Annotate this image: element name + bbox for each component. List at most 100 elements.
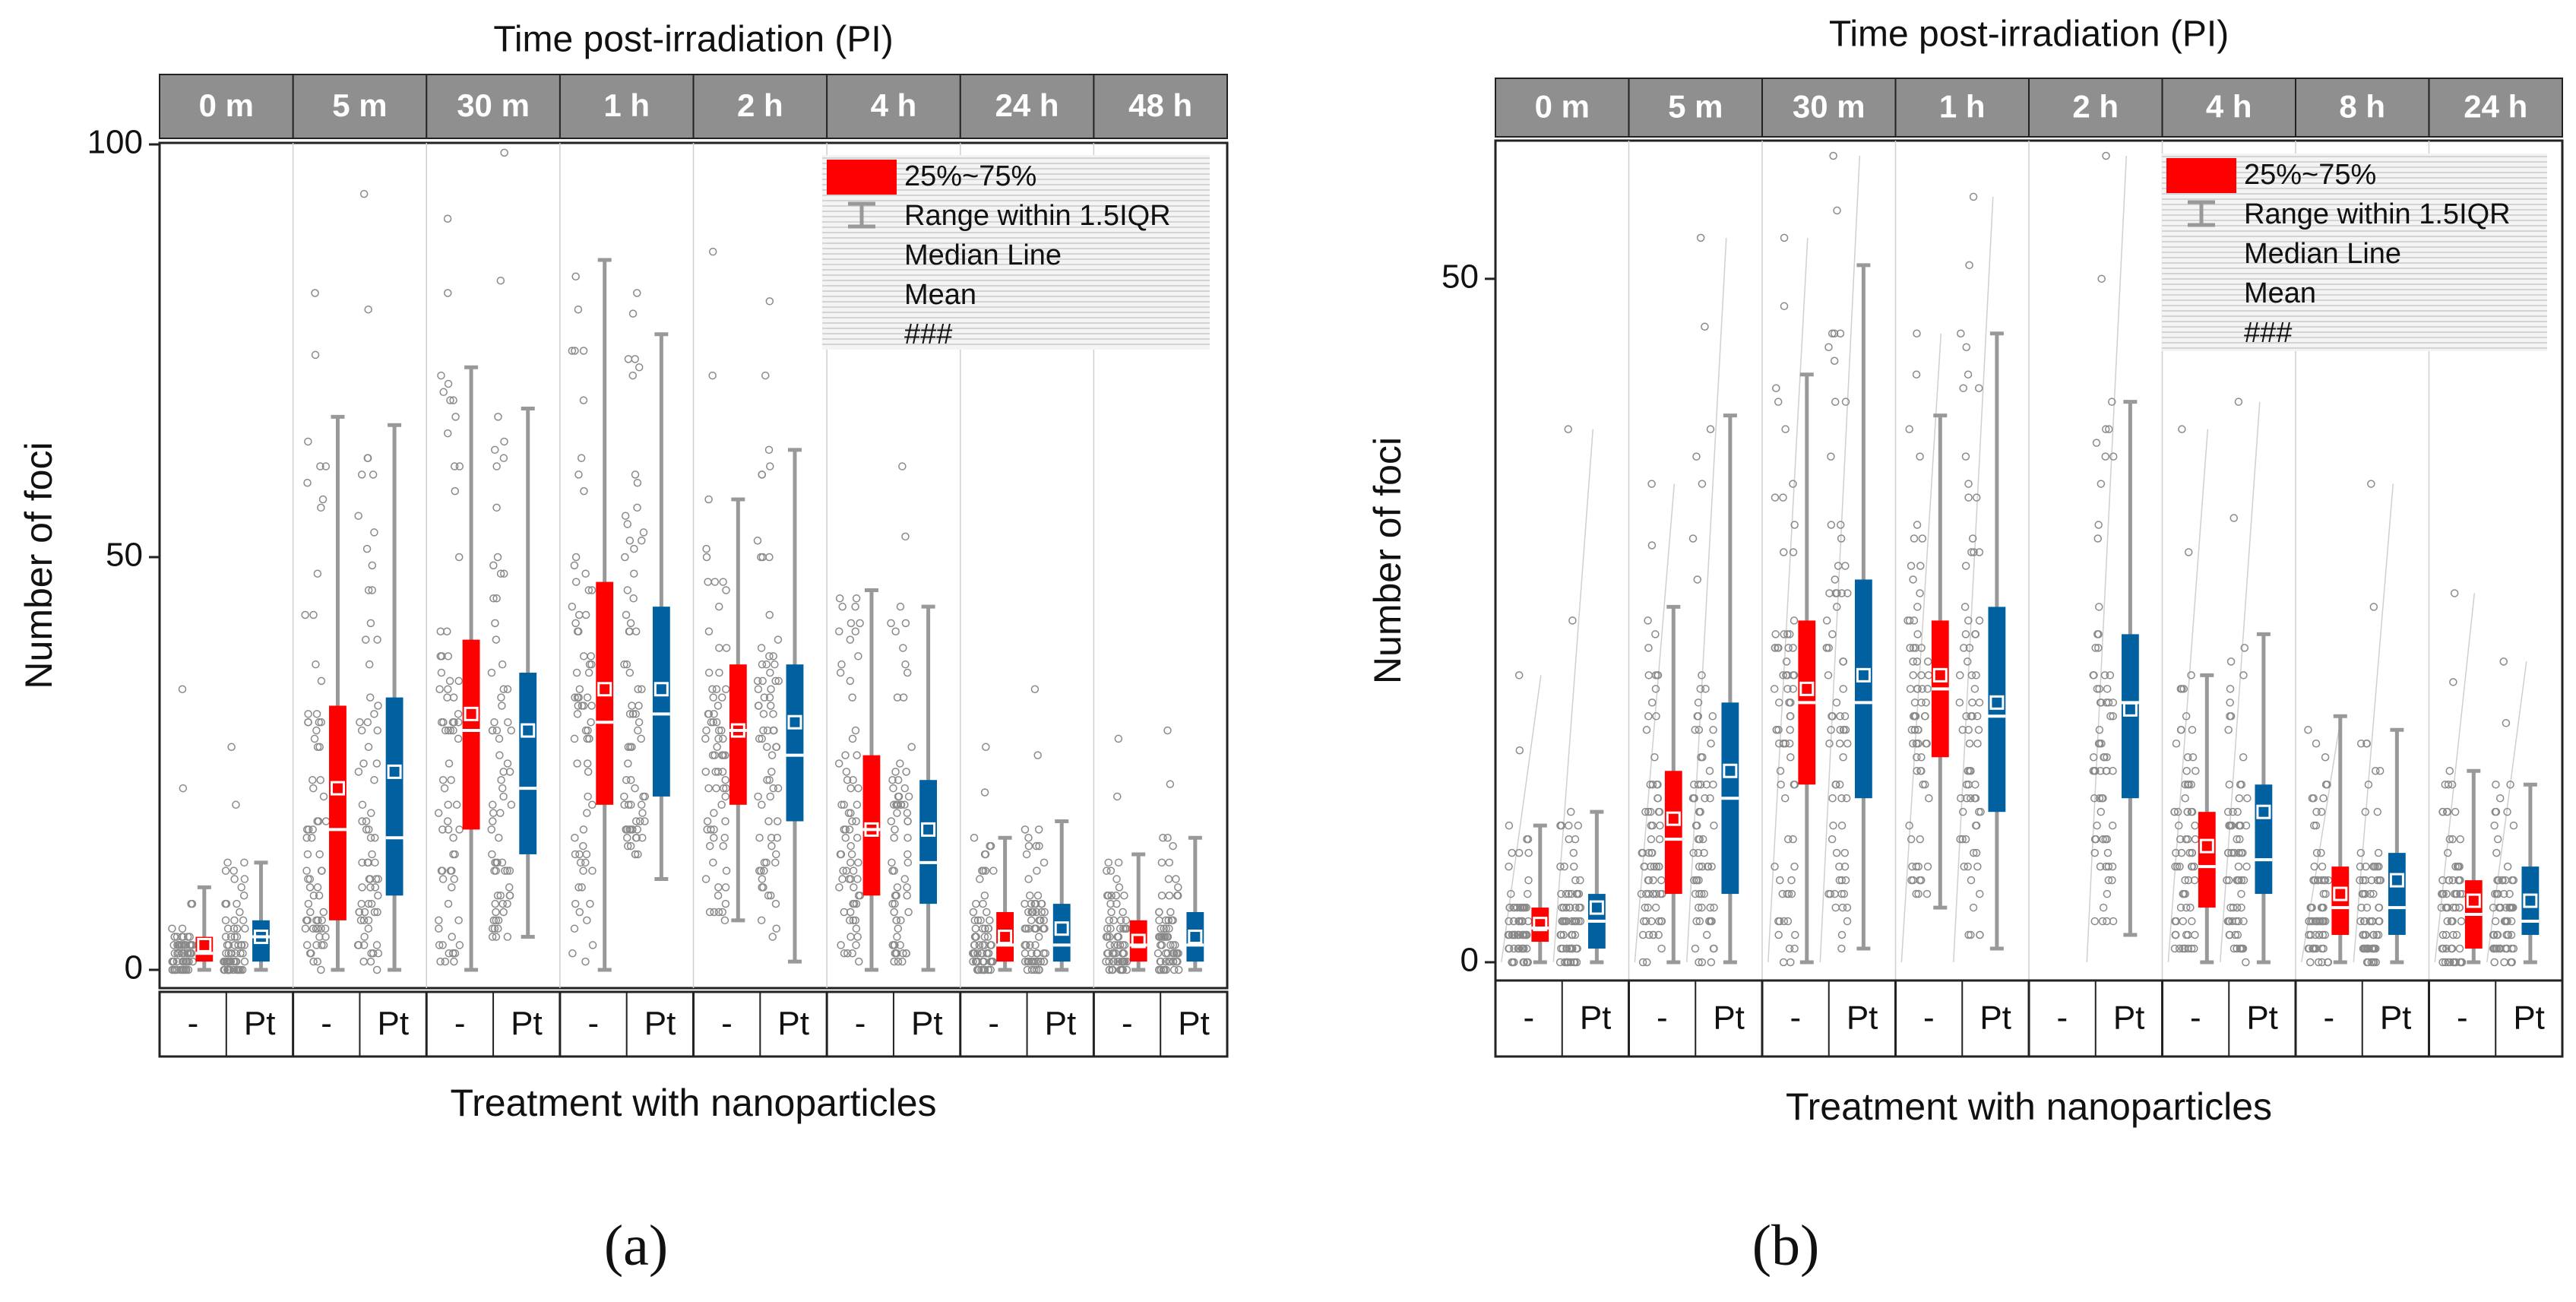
- foci-data-point: [1637, 889, 1646, 898]
- foci-data-point: [2492, 848, 2501, 857]
- foci-data-point: [579, 841, 587, 851]
- foci-data-point: [2182, 930, 2191, 939]
- foci-data-point: [840, 825, 848, 834]
- foci-data-point: [888, 899, 897, 908]
- foci-data-point: [223, 941, 232, 949]
- foci-data-point: [307, 949, 315, 958]
- foci-data-point: [1827, 726, 1835, 734]
- foci-data-point: [891, 825, 899, 834]
- foci-data-point: [1914, 862, 1923, 871]
- foci-data-point: [1651, 903, 1660, 912]
- foci-data-point: [366, 833, 375, 842]
- foci-data-point: [372, 759, 381, 768]
- foci-data-point: [365, 825, 373, 834]
- foci-data-point: [1517, 917, 1526, 926]
- foci-data-point: [2304, 726, 2312, 734]
- foci-data-point: [834, 627, 843, 635]
- foci-data-point: [854, 784, 862, 793]
- foci-data-point: [1157, 957, 1165, 966]
- mean-marker: [2333, 886, 2348, 901]
- foci-data-point: [768, 933, 777, 941]
- foci-data-point: [440, 784, 449, 793]
- foci-data-point: [582, 850, 591, 859]
- foci-data-point: [1524, 958, 1533, 967]
- treatment-label: Pt: [1713, 999, 1745, 1037]
- foci-data-point: [455, 462, 464, 470]
- foci-data-point: [2503, 862, 2512, 871]
- foci-data-point: [896, 759, 904, 768]
- foci-data-point: [1167, 916, 1176, 925]
- foci-data-point: [450, 462, 459, 470]
- foci-data-point: [1921, 780, 1929, 789]
- foci-data-point: [1647, 848, 1656, 857]
- foci-data-point: [722, 866, 731, 875]
- foci-data-point: [2448, 876, 2457, 885]
- foci-data-point: [1522, 944, 1531, 953]
- foci-data-point: [714, 726, 723, 735]
- foci-data-point: [587, 652, 595, 661]
- box-pt: [519, 673, 537, 854]
- foci-data-point: [1975, 548, 1984, 556]
- foci-data-point: [973, 916, 983, 925]
- foci-data-point: [628, 371, 638, 380]
- foci-data-point: [1567, 889, 1576, 898]
- treatment-label: -: [1790, 999, 1802, 1037]
- foci-data-point: [1165, 924, 1173, 933]
- outlier-point: [2184, 548, 2193, 556]
- foci-data-point: [891, 768, 900, 776]
- foci-data-point: [493, 858, 502, 867]
- foci-data-point: [2226, 712, 2234, 721]
- foci-data-point: [2442, 903, 2451, 912]
- foci-data-point: [2492, 780, 2500, 789]
- foci-data-point: [315, 718, 324, 727]
- outlier-point: [2234, 398, 2243, 406]
- foci-data-point: [436, 627, 445, 635]
- foci-data-point: [1822, 644, 1831, 652]
- foci-data-point: [1647, 699, 1657, 707]
- foci-data-point: [1567, 930, 1576, 939]
- foci-data-point: [366, 693, 375, 702]
- foci-data-point: [2505, 889, 2514, 898]
- foci-data-point: [2505, 903, 2514, 912]
- foci-data-point: [1027, 899, 1036, 908]
- foci-data-point: [356, 916, 366, 925]
- foci-data-point: [229, 866, 238, 875]
- foci-data-point: [2442, 930, 2451, 939]
- foci-data-point: [2495, 903, 2504, 912]
- foci-data-point: [447, 775, 455, 784]
- outlier-point: [311, 289, 319, 297]
- foci-data-point: [1709, 780, 1717, 789]
- foci-data-point: [1840, 862, 1850, 871]
- foci-data-point: [834, 759, 843, 768]
- foci-data-point: [571, 619, 580, 628]
- foci-data-point: [371, 883, 380, 892]
- foci-data-point: [496, 892, 505, 900]
- foci-data-point: [2444, 958, 2452, 967]
- foci-data-point: [2356, 740, 2366, 748]
- foci-data-point: [1839, 657, 1848, 666]
- foci-data-point: [489, 809, 498, 817]
- foci-data-point: [710, 825, 718, 834]
- outlier-point: [1647, 541, 1657, 550]
- foci-data-point: [1837, 930, 1847, 939]
- foci-data-point: [709, 718, 717, 727]
- foci-data-point: [1021, 899, 1029, 908]
- foci-data-point: [1695, 862, 1704, 871]
- foci-data-point: [2103, 835, 2112, 844]
- foci-data-point: [173, 949, 182, 958]
- foci-data-point: [2236, 835, 2244, 844]
- foci-data-point: [1691, 726, 1699, 734]
- foci-data-point: [449, 396, 457, 404]
- foci-data-point: [170, 933, 179, 941]
- foci-data-point: [1973, 740, 1982, 748]
- foci-data-point: [1688, 534, 1698, 543]
- foci-data-point: [2369, 889, 2378, 898]
- foci-data-point: [361, 635, 370, 644]
- foci-data-point: [1559, 917, 1568, 926]
- foci-data-point: [1822, 616, 1831, 625]
- foci-data-point: [444, 800, 452, 809]
- foci-data-point: [454, 718, 463, 727]
- foci-data-point: [2091, 644, 2100, 652]
- foci-data-point: [439, 388, 448, 397]
- foci-data-point: [1963, 657, 1972, 666]
